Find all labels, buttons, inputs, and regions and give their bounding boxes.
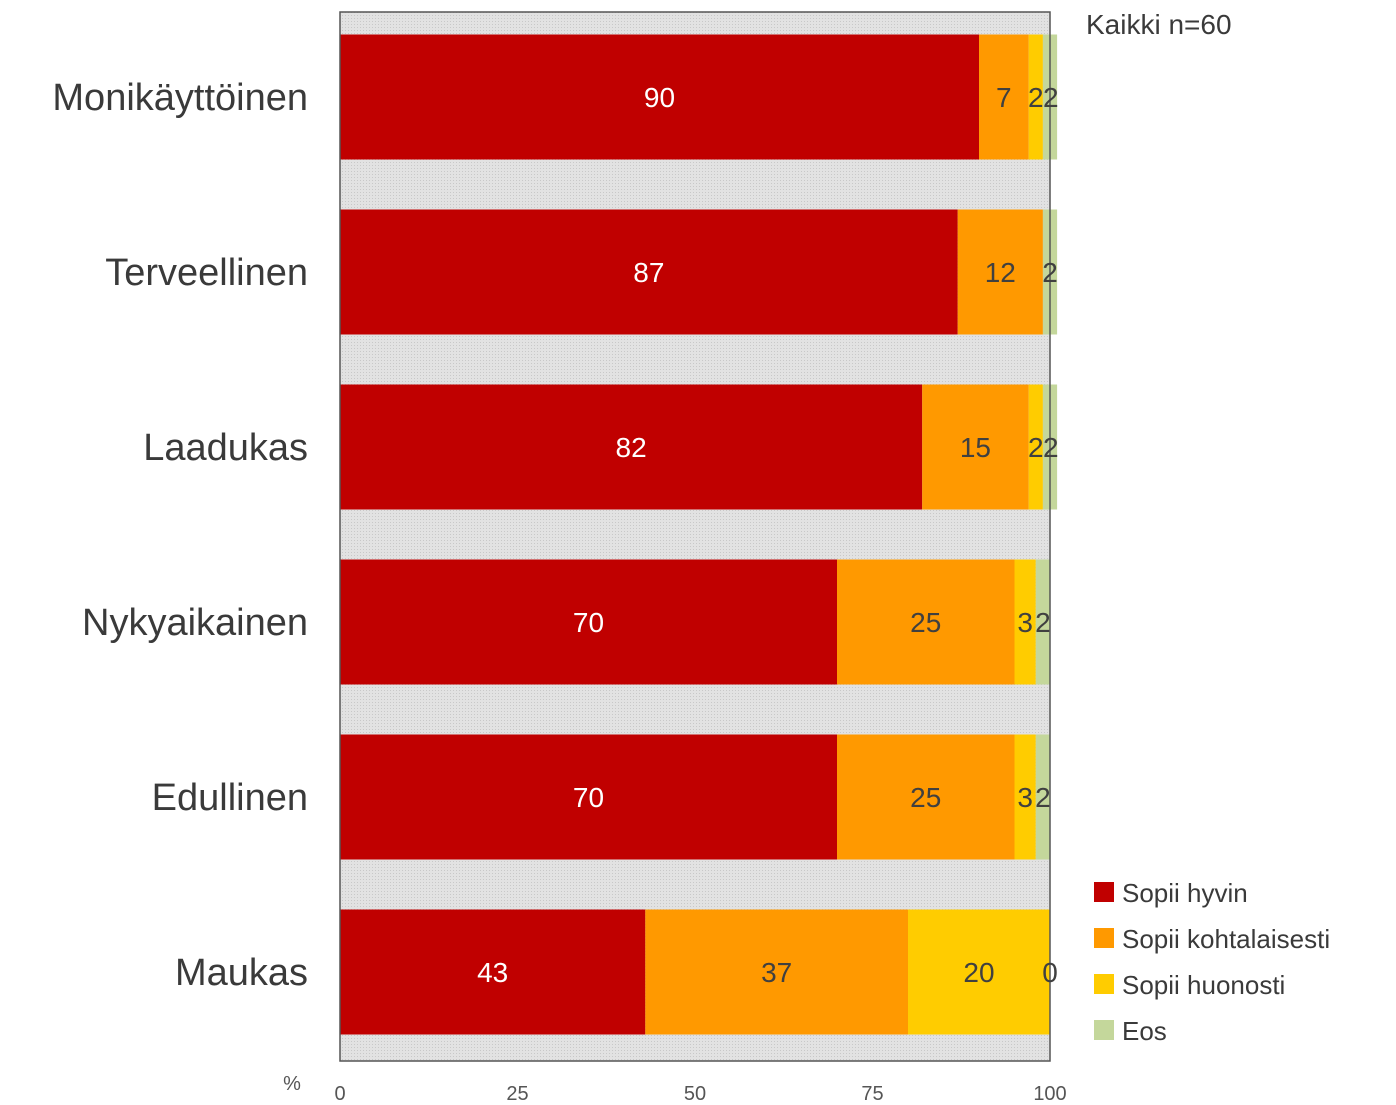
plot-area-border — [339, 11, 1051, 1062]
bar-segment — [340, 209, 958, 335]
data-label: 2 — [1042, 257, 1058, 288]
data-label: 90 — [644, 82, 675, 113]
bar-segment — [957, 209, 1043, 335]
bar-segment — [1035, 559, 1050, 685]
bar-group — [340, 34, 1058, 1035]
category-label: Nykyaikainen — [82, 602, 308, 644]
data-labels: 90 7 2 287 12 282 15 2 270 25 3 270 25 3 243 37 20 0 — [477, 82, 1059, 988]
legend-swatch — [1094, 974, 1114, 994]
category-label: Edullinen — [152, 777, 308, 819]
legend-label: Eos — [1122, 1016, 1167, 1046]
data-label: 2 — [1043, 432, 1059, 463]
legend-swatch — [1094, 928, 1114, 948]
bar-segment — [1035, 734, 1050, 860]
data-label: 7 — [996, 82, 1012, 113]
data-label: 3 — [1017, 607, 1033, 638]
category-label: Laadukas — [143, 427, 308, 469]
legend: Sopii hyvin Sopii kohtalaisesti Sopii huon… — [1094, 878, 1330, 1046]
data-label: 3 — [1017, 782, 1033, 813]
x-tick-label: 0 — [334, 1083, 345, 1105]
data-label: 82 — [616, 432, 647, 463]
data-label: 70 — [573, 607, 604, 638]
data-label: 87 — [633, 257, 664, 288]
data-label: 12 — [985, 257, 1016, 288]
legend-swatch — [1094, 1020, 1114, 1040]
data-label: 2 — [1035, 782, 1051, 813]
bar-segment — [340, 909, 646, 1035]
bar-segment — [922, 384, 1029, 510]
data-label: 37 — [761, 957, 792, 988]
plot-area-background — [340, 12, 1050, 1061]
bar-segment — [340, 34, 979, 160]
x-tick-label: 100 — [1033, 1083, 1066, 1105]
legend-swatch — [1094, 882, 1114, 902]
legend-label: Sopii huonosti — [1122, 970, 1285, 1000]
bar-segment — [340, 384, 923, 510]
x-tick-label: 75 — [861, 1083, 883, 1105]
bar-segment — [1014, 559, 1036, 685]
bar-segment — [979, 34, 1029, 160]
data-label: 20 — [963, 957, 994, 988]
legend-label: Sopii kohtalaisesti — [1122, 924, 1330, 954]
data-label: 2 — [1028, 432, 1044, 463]
bar-segment — [1028, 34, 1043, 160]
bar-segment — [1028, 384, 1043, 510]
category-labels: Monikäyttöinen Terveellinen Laadukas Nykyai… — [52, 77, 308, 994]
bar-segment — [1014, 734, 1036, 860]
bar-segment — [837, 559, 1015, 685]
data-label: 2 — [1035, 607, 1051, 638]
x-tick-label: 25 — [506, 1083, 528, 1105]
bar-segment — [340, 734, 837, 860]
bar-segment — [837, 734, 1015, 860]
data-label: 25 — [910, 782, 941, 813]
data-label: 43 — [477, 957, 508, 988]
category-label: Monikäyttöinen — [52, 77, 308, 119]
data-label: 2 — [1028, 82, 1044, 113]
sample-size-note: Kaikki n=60 — [1086, 9, 1232, 40]
category-label: Terveellinen — [105, 252, 308, 294]
data-label: 70 — [573, 782, 604, 813]
data-label: 25 — [910, 607, 941, 638]
x-unit-label: % — [283, 1073, 301, 1095]
bar-segment — [340, 559, 837, 685]
bar-segment — [908, 909, 1050, 1035]
data-label: 2 — [1043, 82, 1059, 113]
data-label: 15 — [960, 432, 991, 463]
x-tick-label: 50 — [684, 1083, 706, 1105]
legend-label: Sopii hyvin — [1122, 878, 1248, 908]
x-axis-ticks: 0 25 50 75 100 — [334, 1083, 1066, 1105]
bar-segment — [645, 909, 908, 1035]
category-label: Maukas — [175, 952, 308, 994]
data-label: 0 — [1042, 957, 1058, 988]
